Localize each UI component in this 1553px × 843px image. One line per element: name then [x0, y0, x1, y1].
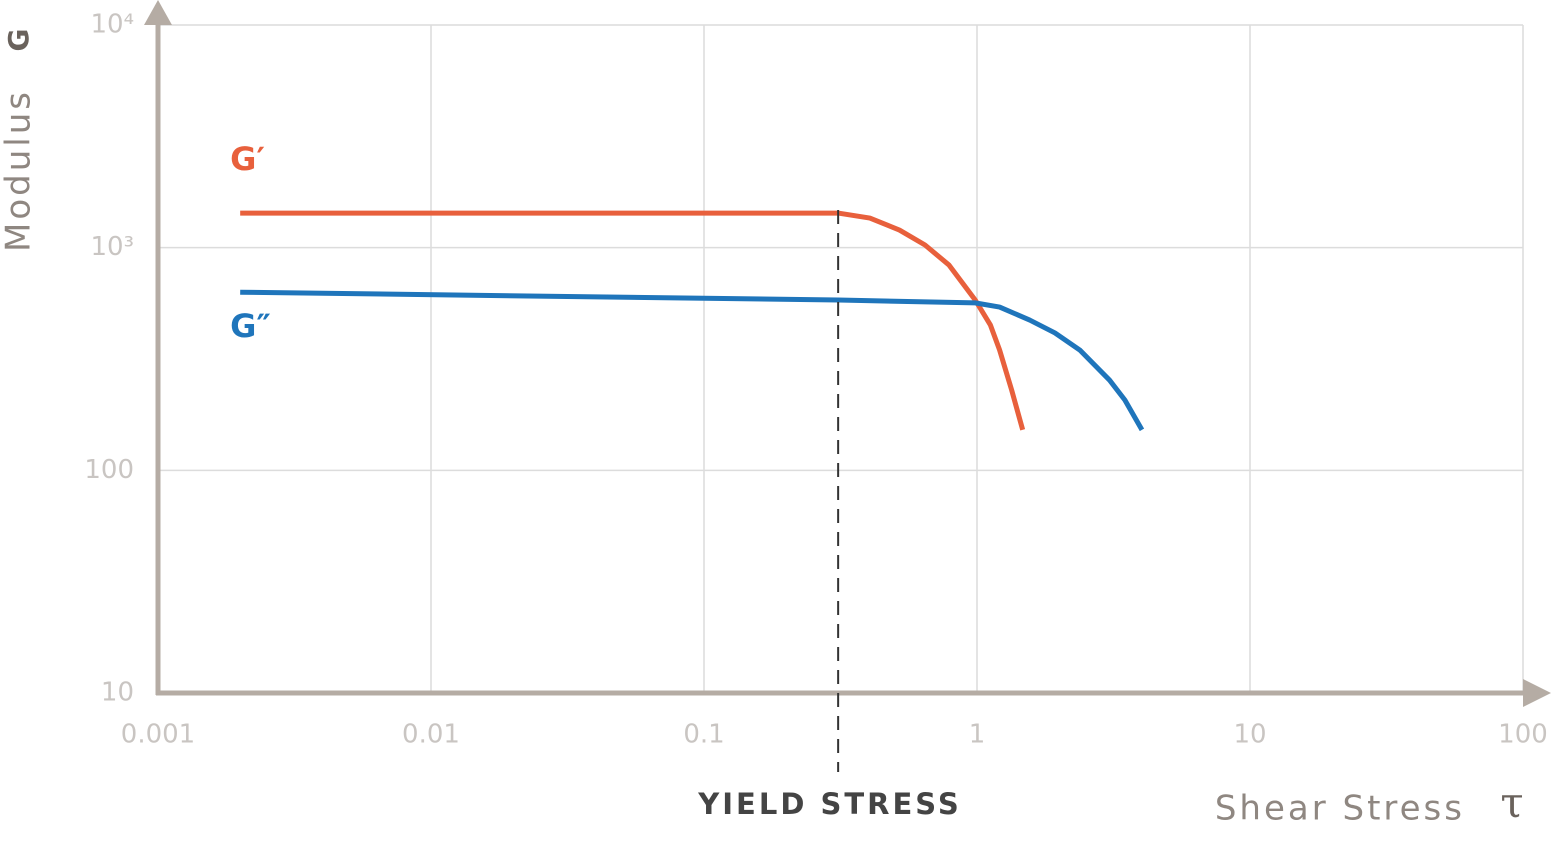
y-tick-label: 10 — [101, 678, 134, 708]
y-tick-label: 10³ — [90, 232, 134, 262]
y-axis-title: Modulus — [0, 89, 39, 252]
series-line — [240, 210, 1026, 431]
x-tick-label: 1 — [969, 720, 986, 750]
series-line — [240, 289, 1145, 432]
y-axis-symbol: G — [2, 29, 35, 52]
series-label: G″ — [230, 307, 271, 345]
x-tick-label: 0.1 — [683, 720, 724, 750]
x-tick-label: 100 — [1498, 720, 1548, 750]
x-axis-title: Shear Stress — [1215, 789, 1465, 829]
y-axis-arrow — [144, 0, 172, 25]
annotation-label: YIELD STRESS — [697, 787, 962, 821]
x-axis-arrow — [1523, 679, 1551, 707]
x-tick-label: 10 — [1233, 720, 1266, 750]
x-axis-symbol: τ — [1500, 778, 1523, 827]
x-tick-label: 0.01 — [402, 720, 460, 750]
series-label: G′ — [230, 140, 265, 178]
x-tick-label: 0.001 — [121, 720, 195, 750]
y-tick-label: 10⁴ — [90, 10, 134, 40]
y-tick-label: 100 — [84, 455, 134, 485]
